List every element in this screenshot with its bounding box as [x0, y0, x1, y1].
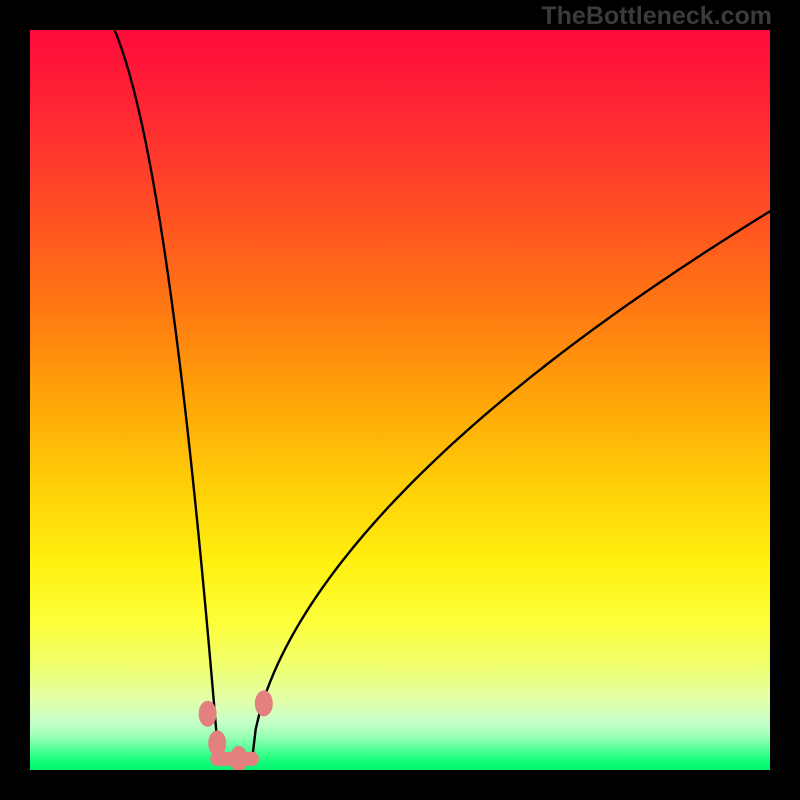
plot-area [30, 30, 770, 770]
chart-frame: TheBottleneck.com [0, 0, 800, 800]
watermark-text: TheBottleneck.com [541, 2, 772, 31]
bottleneck-chart [0, 0, 800, 800]
